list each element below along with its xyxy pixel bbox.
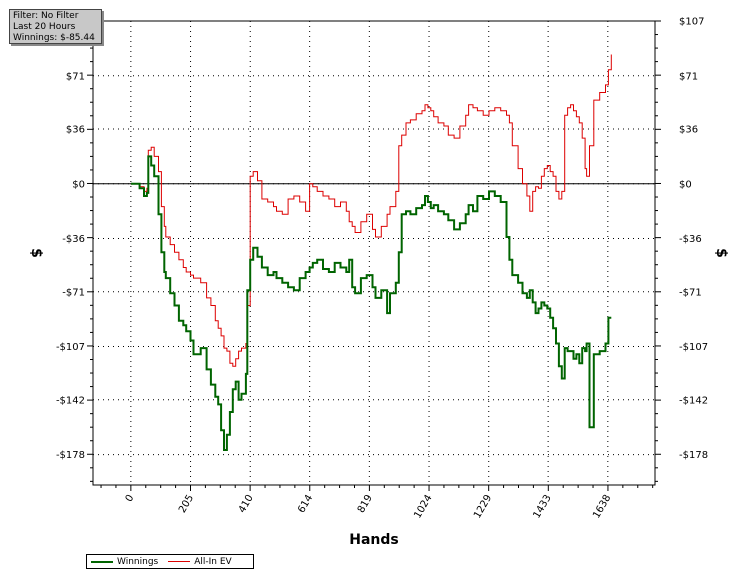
x-tick-label: 1024 — [412, 493, 434, 521]
period-text: Last 20 Hours — [13, 22, 76, 32]
y-tick-label-left: $36 — [66, 125, 85, 136]
x-tick-label: 1433 — [531, 493, 553, 521]
y-tick-label-left: $0 — [72, 179, 85, 190]
y-tick-label-left: -$36 — [62, 234, 85, 245]
y-tick-label-right: -$178 — [679, 450, 708, 461]
y-tick-label-right: $36 — [679, 125, 698, 136]
x-tick-label: 819 — [356, 493, 375, 515]
x-tick-label: 1638 — [591, 493, 613, 521]
legend-label-winnings: Winnings — [117, 556, 159, 567]
filter-info-box: Filter: No Filter Last 20 Hours Winnings… — [9, 9, 102, 44]
y-axis-title-left: $ — [28, 248, 44, 258]
y-tick-label-right: -$36 — [679, 234, 702, 245]
x-tick-label: 410 — [237, 493, 256, 515]
filter-text: Filter: No Filter — [13, 11, 79, 21]
y-tick-label-right: $0 — [679, 179, 692, 190]
winnings-text: Winnings: $-85.44 — [13, 33, 95, 43]
y-tick-label-right: $71 — [679, 71, 698, 82]
y-tick-label-left: -$107 — [56, 342, 85, 353]
series-line-winnings — [130, 155, 612, 451]
legend-item-allin-ev: All-In EV — [168, 556, 232, 567]
x-tick-label: 0 — [124, 493, 137, 504]
plot-area — [92, 20, 656, 486]
x-tick-label: 614 — [296, 493, 315, 515]
y-tick-label-right: -$142 — [679, 395, 708, 406]
legend-label-allin-ev: All-In EV — [194, 556, 232, 567]
legend-swatch-allin-ev — [168, 561, 191, 562]
y-axis-title-right: $ — [713, 248, 729, 258]
y-tick-label-right: -$107 — [679, 342, 708, 353]
x-tick-label: 1229 — [472, 493, 494, 521]
y-tick-label-left: -$178 — [56, 450, 85, 461]
y-tick-label-right: -$71 — [679, 287, 702, 298]
legend: Winnings All-In EV — [86, 554, 254, 569]
y-tick-label-left: $71 — [66, 71, 85, 82]
y-tick-label-left: -$71 — [62, 287, 85, 298]
legend-item-winnings: Winnings — [91, 557, 158, 567]
x-axis-title: Hands — [349, 532, 399, 548]
x-tick-label: 205 — [177, 493, 196, 515]
series-line-allin-ev — [130, 54, 612, 367]
legend-swatch-winnings — [91, 560, 113, 563]
y-tick-label-right: $107 — [679, 17, 704, 28]
y-tick-label-left: -$142 — [56, 395, 85, 406]
